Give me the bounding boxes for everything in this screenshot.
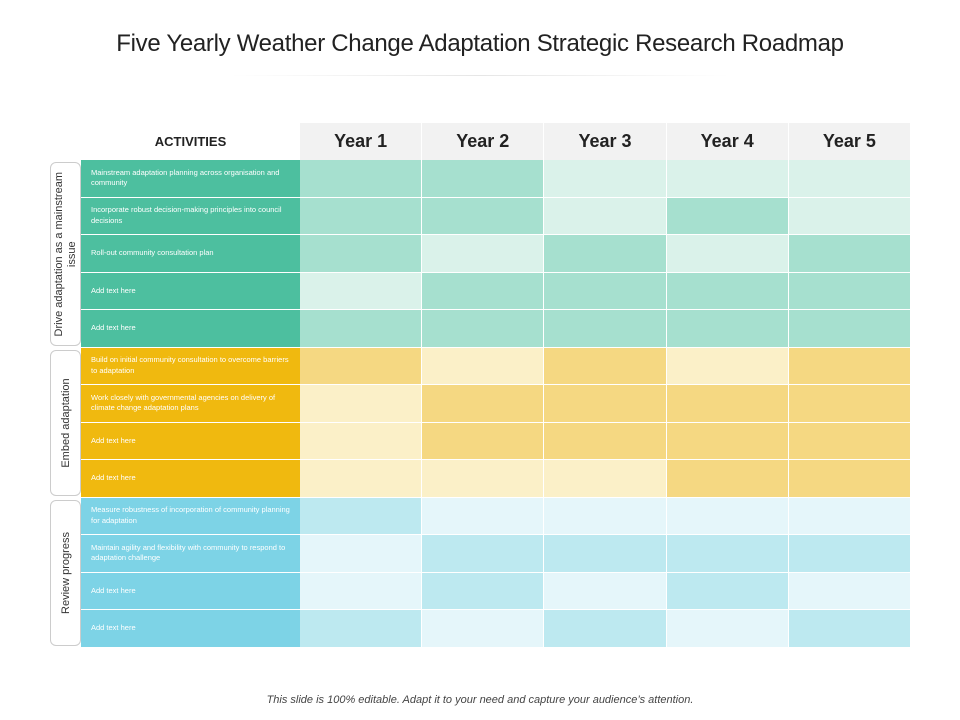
group-box — [50, 162, 81, 346]
timeline-cell — [788, 385, 911, 423]
timeline-cell — [788, 272, 911, 310]
activities-header: ACTIVITIES — [154, 134, 227, 149]
timeline-cell — [422, 347, 545, 385]
timeline-cell — [300, 422, 423, 460]
timeline-cell — [544, 610, 667, 648]
timeline-cell — [422, 610, 545, 648]
timeline-cell — [300, 272, 423, 310]
timeline-cell — [422, 497, 545, 535]
activity-cell: Add text here — [81, 460, 300, 498]
activity-cell: Work closely with governmental agencies … — [81, 385, 300, 423]
timeline-cell — [300, 610, 423, 648]
timeline-cell — [666, 160, 789, 198]
timeline-cell — [788, 535, 911, 573]
activity-cell: Measure robustness of incorporation of c… — [81, 497, 300, 535]
timeline-cell — [422, 272, 545, 310]
timeline-cell — [544, 497, 667, 535]
activity-cell: Add text here — [81, 610, 300, 648]
activity-cell: Add text here — [81, 422, 300, 460]
group-label: Review progress — [59, 531, 72, 614]
timeline-cell — [666, 310, 789, 348]
timeline-cell — [666, 610, 789, 648]
timeline-cell — [666, 235, 789, 273]
timeline-cell — [300, 460, 423, 498]
timeline-cell — [666, 347, 789, 385]
slide-title: Five Yearly Weather Change Adaptation St… — [116, 30, 844, 57]
timeline-cell — [422, 235, 545, 273]
timeline-cell — [300, 160, 423, 198]
timeline-cell — [422, 197, 545, 235]
timeline-cell — [422, 310, 545, 348]
group-label: Drive adaptation as a mainstream issue — [53, 171, 78, 336]
activity-cell: Add text here — [81, 310, 300, 348]
activity-cell: Add text here — [81, 272, 300, 310]
timeline-cell — [666, 385, 789, 423]
timeline-cell — [544, 460, 667, 498]
timeline-cell — [788, 160, 911, 198]
timeline-cell — [666, 422, 789, 460]
timeline-cell — [300, 235, 423, 273]
timeline-cell — [666, 272, 789, 310]
timeline-cell — [544, 347, 667, 385]
timeline-cell — [788, 310, 911, 348]
timeline-cell — [544, 160, 667, 198]
timeline-cell — [422, 422, 545, 460]
year-header: Year 4 — [666, 123, 789, 160]
group-box — [50, 499, 81, 646]
timeline-cell — [544, 422, 667, 460]
activity-cell: Maintain agility and flexibility with co… — [81, 535, 300, 573]
timeline-cell — [666, 460, 789, 498]
activity-cell: Build on initial community consultation … — [81, 347, 300, 385]
timeline-cell — [422, 160, 545, 198]
timeline-cell — [788, 235, 911, 273]
timeline-cell — [422, 385, 545, 423]
divider — [230, 75, 730, 76]
timeline-cell — [300, 497, 423, 535]
timeline-cell — [788, 197, 911, 235]
timeline-cell — [788, 610, 911, 648]
timeline-cell — [300, 385, 423, 423]
year-header: Year 5 — [788, 123, 911, 160]
timeline-cell — [300, 572, 423, 610]
timeline-cell — [788, 422, 911, 460]
timeline-cell — [422, 535, 545, 573]
activity-cell: Roll-out community consultation plan — [81, 235, 300, 273]
timeline-cell — [544, 572, 667, 610]
timeline-cell — [300, 535, 423, 573]
timeline-cell — [788, 572, 911, 610]
year-header: Year 2 — [422, 123, 545, 160]
timeline-cell — [788, 347, 911, 385]
timeline-cell — [666, 572, 789, 610]
timeline-cell — [544, 535, 667, 573]
timeline-cell — [422, 572, 545, 610]
timeline-cell — [544, 272, 667, 310]
timeline-cell — [300, 310, 423, 348]
activity-cell: Mainstream adaptation planning across or… — [81, 160, 300, 198]
year-header: Year 3 — [544, 123, 667, 160]
timeline-cell — [544, 235, 667, 273]
activity-cell: Add text here — [81, 572, 300, 610]
group-box — [50, 349, 81, 496]
group-label: Embed adaptation — [59, 377, 72, 468]
timeline-cell — [544, 197, 667, 235]
timeline-cell — [666, 497, 789, 535]
timeline-cell — [544, 385, 667, 423]
footer-note: This slide is 100% editable. Adapt it to… — [266, 694, 694, 706]
timeline-cell — [300, 197, 423, 235]
timeline-cell — [300, 347, 423, 385]
timeline-cell — [422, 460, 545, 498]
timeline-cell — [666, 197, 789, 235]
timeline-cell — [666, 535, 789, 573]
timeline-cell — [788, 497, 911, 535]
timeline-cell — [544, 310, 667, 348]
timeline-cell — [788, 460, 911, 498]
activity-cell: Incorporate robust decision-making princ… — [81, 197, 300, 235]
year-header: Year 1 — [300, 123, 423, 160]
